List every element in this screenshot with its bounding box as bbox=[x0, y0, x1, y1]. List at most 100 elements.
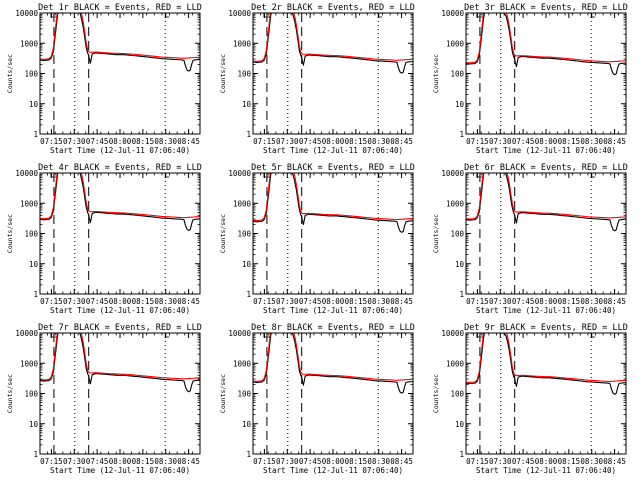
series-line-events bbox=[253, 173, 413, 233]
x-tick-label: 07:15 bbox=[253, 297, 276, 306]
x-tick-label: 08:00 bbox=[535, 137, 558, 146]
x-tick-label: 08:15 bbox=[132, 137, 155, 146]
y-tick-label: 10000 bbox=[228, 169, 251, 178]
y-tick-label: 100 bbox=[237, 390, 251, 399]
x-axis-label: Start Time (12-Jul-11 07:06:40) bbox=[263, 466, 403, 475]
interval-marker bbox=[377, 333, 383, 338]
plot-panel: Det 6r BLACK = Events, RED = LLD Counts/s… bbox=[432, 163, 628, 315]
interval-marker bbox=[590, 173, 596, 178]
plot-title: Det 4r BLACK = Events, RED = LLD bbox=[38, 163, 202, 173]
series-line-lld bbox=[40, 13, 200, 60]
interval-marker bbox=[164, 13, 170, 18]
y-tick-label: 10 bbox=[455, 260, 465, 269]
x-tick-label: 07:45 bbox=[299, 457, 322, 466]
plot-title: Det 9r BLACK = Events, RED = LLD bbox=[464, 323, 628, 333]
y-tick-label: 10 bbox=[29, 100, 39, 109]
plot-frame bbox=[39, 332, 201, 455]
plot-panel: Det 5r BLACK = Events, RED = LLD Counts/s… bbox=[219, 163, 415, 315]
x-tick-label: 08:30 bbox=[580, 137, 603, 146]
x-tick-label: 08:30 bbox=[580, 297, 603, 306]
y-axis-label: Counts/sec bbox=[432, 374, 440, 413]
y-tick-label: 1000 bbox=[20, 39, 39, 48]
x-tick-label: 07:45 bbox=[299, 137, 322, 146]
x-tick-label: 08:45 bbox=[603, 137, 626, 146]
y-tick-label: 10000 bbox=[441, 169, 464, 178]
interval-marker bbox=[164, 333, 170, 338]
series-line-lld bbox=[466, 173, 626, 220]
plot-panel: Det 1r BLACK = Events, RED = LLD Counts/s… bbox=[6, 3, 202, 155]
y-tick-label: 1000 bbox=[233, 199, 252, 208]
y-tick-label: 10000 bbox=[228, 329, 251, 338]
plot-frame bbox=[465, 12, 627, 135]
y-tick-label: 1000 bbox=[233, 39, 252, 48]
x-axis-label: Start Time (12-Jul-11 07:06:40) bbox=[50, 146, 190, 155]
x-tick-label: 07:45 bbox=[86, 297, 109, 306]
plot-panel: Det 2r BLACK = Events, RED = LLD Counts/s… bbox=[219, 3, 415, 155]
y-tick-label: 1 bbox=[246, 290, 251, 299]
x-tick-label: 08:30 bbox=[367, 457, 390, 466]
x-tick-label: 07:30 bbox=[63, 137, 86, 146]
x-tick-label: 07:15 bbox=[40, 297, 63, 306]
interval-marker bbox=[590, 13, 596, 18]
plot-title: Det 1r BLACK = Events, RED = LLD bbox=[38, 3, 202, 13]
series-line-lld bbox=[40, 333, 200, 381]
x-axis-label: Start Time (12-Jul-11 07:06:40) bbox=[476, 466, 616, 475]
plot-frame bbox=[252, 332, 414, 455]
series-line-events bbox=[253, 13, 413, 74]
interval-marker bbox=[377, 13, 383, 18]
y-tick-label: 10 bbox=[242, 420, 252, 429]
plot-title: Det 6r BLACK = Events, RED = LLD bbox=[464, 163, 628, 173]
x-tick-label: 08:45 bbox=[390, 137, 413, 146]
x-tick-label: 08:15 bbox=[345, 457, 368, 466]
x-tick-label: 07:30 bbox=[489, 137, 512, 146]
y-tick-label: 10 bbox=[29, 420, 39, 429]
y-axis-label: Counts/sec bbox=[219, 374, 227, 413]
x-tick-label: 07:15 bbox=[466, 297, 489, 306]
y-tick-label: 1 bbox=[33, 130, 38, 139]
series-line-events bbox=[40, 173, 200, 232]
series-line-lld bbox=[253, 333, 413, 382]
x-tick-label: 07:45 bbox=[86, 457, 109, 466]
series-line-events bbox=[466, 13, 626, 76]
y-tick-label: 10 bbox=[455, 420, 465, 429]
x-tick-label: 07:30 bbox=[276, 297, 299, 306]
y-tick-label: 100 bbox=[24, 390, 38, 399]
x-tick-label: 07:45 bbox=[512, 457, 535, 466]
x-tick-label: 07:45 bbox=[86, 137, 109, 146]
x-tick-label: 07:45 bbox=[512, 297, 535, 306]
series-line-events bbox=[40, 333, 200, 393]
x-tick-label: 08:15 bbox=[558, 137, 581, 146]
plot-title: Det 5r BLACK = Events, RED = LLD bbox=[251, 163, 415, 173]
x-tick-label: 07:30 bbox=[63, 457, 86, 466]
x-tick-label: 07:30 bbox=[276, 137, 299, 146]
y-tick-label: 100 bbox=[237, 70, 251, 79]
plot-title: Det 8r BLACK = Events, RED = LLD bbox=[251, 323, 415, 333]
y-tick-label: 1 bbox=[459, 450, 464, 459]
plot-frame bbox=[39, 12, 201, 135]
y-tick-label: 10000 bbox=[15, 169, 38, 178]
series-line-events bbox=[466, 173, 626, 232]
series-line-lld bbox=[40, 173, 200, 220]
x-axis-label: Start Time (12-Jul-11 07:06:40) bbox=[263, 306, 403, 315]
x-tick-label: 08:15 bbox=[558, 297, 581, 306]
x-axis-label: Start Time (12-Jul-11 07:06:40) bbox=[476, 146, 616, 155]
x-tick-label: 08:00 bbox=[109, 457, 132, 466]
y-tick-label: 100 bbox=[237, 230, 251, 239]
y-axis-label: Counts/sec bbox=[6, 54, 14, 93]
x-axis-label: Start Time (12-Jul-11 07:06:40) bbox=[263, 146, 403, 155]
plot-panel: Det 7r BLACK = Events, RED = LLD Counts/s… bbox=[6, 323, 202, 475]
series-line-events bbox=[253, 333, 413, 394]
x-tick-label: 08:00 bbox=[322, 457, 345, 466]
x-tick-label: 07:15 bbox=[466, 137, 489, 146]
y-axis-label: Counts/sec bbox=[6, 374, 14, 413]
y-axis-label: Counts/sec bbox=[6, 214, 14, 253]
y-tick-label: 10000 bbox=[441, 329, 464, 338]
x-tick-label: 08:45 bbox=[390, 297, 413, 306]
y-tick-label: 10 bbox=[455, 100, 465, 109]
plot-panel: Det 8r BLACK = Events, RED = LLD Counts/s… bbox=[219, 323, 415, 475]
y-tick-label: 10000 bbox=[15, 329, 38, 338]
x-tick-label: 08:30 bbox=[367, 297, 390, 306]
x-tick-label: 07:15 bbox=[40, 137, 63, 146]
